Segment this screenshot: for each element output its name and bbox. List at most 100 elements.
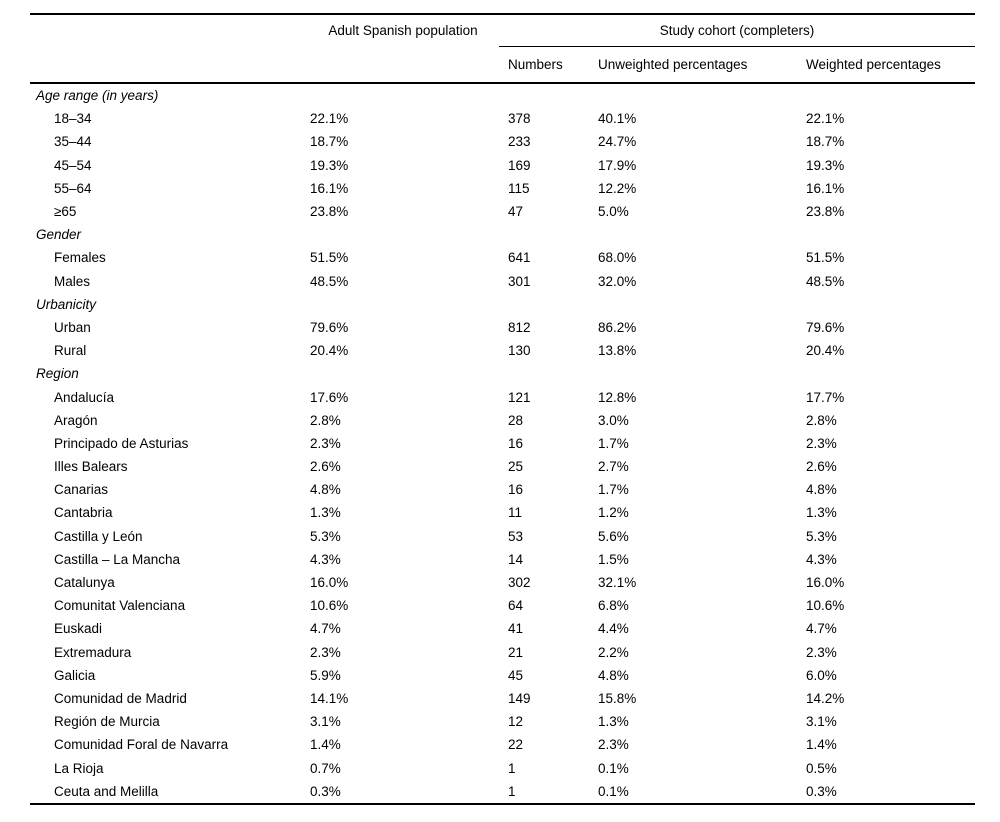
unweighted-value: 0.1% <box>598 783 629 799</box>
row-label: Aragón <box>54 412 98 428</box>
demographics-table: Adult Spanish population Study cohort (c… <box>30 13 976 805</box>
numbers-value: 64 <box>508 598 524 614</box>
table-row: Cantabria 1.3% 11 1.2% 1.3% <box>30 501 975 524</box>
col-header-unweighted-percentages: Unweighted percentages <box>598 46 802 84</box>
empty-header-cell <box>307 46 499 84</box>
population-value: 16.1% <box>310 180 349 196</box>
unweighted-value: 13.8% <box>598 343 637 359</box>
numbers-value: 233 <box>508 134 531 150</box>
numbers-value: 12 <box>508 714 524 730</box>
col-header-weighted-percentages: Weighted percentages <box>802 46 976 84</box>
numbers-value: 47 <box>508 204 524 220</box>
table-row: ≥65 23.8% 47 5.0% 23.8% <box>30 200 975 223</box>
table-row: Urban 79.6% 812 86.2% 79.6% <box>30 316 975 339</box>
numbers-value: 53 <box>508 528 524 544</box>
population-value: 1.4% <box>310 737 341 753</box>
empty-header-cell <box>30 14 307 47</box>
weighted-value: 2.3% <box>806 435 837 451</box>
numbers-value: 16 <box>508 435 524 451</box>
numbers-value: 115 <box>508 180 530 196</box>
weighted-value: 48.5% <box>806 273 845 289</box>
numbers-value: 22 <box>508 737 524 753</box>
weighted-value: 20.4% <box>806 343 845 359</box>
row-label: Andalucía <box>54 389 115 405</box>
row-label: Rural <box>54 343 87 359</box>
row-label: Catalunya <box>54 575 115 591</box>
unweighted-value: 3.0% <box>598 412 629 428</box>
table-body: Age range (in years) 18–34 22.1% 378 40.… <box>30 83 975 804</box>
unweighted-value: 0.1% <box>598 760 629 776</box>
section-title: Gender <box>36 227 82 243</box>
row-label: Comunidad de Madrid <box>54 690 187 706</box>
row-label: 35–44 <box>54 134 92 150</box>
section-title: Region <box>36 366 79 382</box>
weighted-value: 0.3% <box>806 783 837 799</box>
table-row: Comunitat Valenciana 10.6% 64 6.8% 10.6% <box>30 594 975 617</box>
table-row: 35–44 18.7% 233 24.7% 18.7% <box>30 130 975 153</box>
table-row: Castilla – La Mancha 4.3% 14 1.5% 4.3% <box>30 548 975 571</box>
row-label: Comunitat Valenciana <box>54 598 186 614</box>
numbers-value: 169 <box>508 157 531 173</box>
table-row: 18–34 22.1% 378 40.1% 22.1% <box>30 107 975 130</box>
numbers-value: 41 <box>508 621 524 637</box>
population-value: 17.6% <box>310 389 349 405</box>
weighted-value: 16.1% <box>806 180 845 196</box>
numbers-value: 641 <box>508 250 531 266</box>
numbers-value: 378 <box>508 111 531 127</box>
weighted-value: 1.3% <box>806 505 837 521</box>
weighted-value: 2.6% <box>806 459 837 475</box>
population-value: 20.4% <box>310 343 349 359</box>
unweighted-value: 6.8% <box>598 598 629 614</box>
unweighted-value: 4.8% <box>598 667 629 683</box>
population-value: 2.8% <box>310 412 341 428</box>
population-value: 23.8% <box>310 204 349 220</box>
unweighted-value: 2.7% <box>598 459 629 475</box>
row-label: Cantabria <box>54 505 113 521</box>
weighted-value: 5.3% <box>806 528 837 544</box>
table-row: Rural 20.4% 130 13.8% 20.4% <box>30 339 975 362</box>
population-value: 0.3% <box>310 783 341 799</box>
unweighted-value: 32.0% <box>598 273 637 289</box>
row-label: Ceuta and Melilla <box>54 783 159 799</box>
population-value: 5.9% <box>310 667 341 683</box>
numbers-value: 16 <box>508 482 524 498</box>
weighted-value: 16.0% <box>806 575 845 591</box>
row-label: Urban <box>54 319 91 335</box>
weighted-value: 51.5% <box>806 250 845 266</box>
section-header-row: Gender <box>30 223 975 246</box>
numbers-value: 28 <box>508 412 524 428</box>
col-header-adult-spanish-population: Adult Spanish population <box>328 23 478 39</box>
numbers-value: 812 <box>508 319 531 335</box>
population-value: 2.3% <box>310 435 341 451</box>
numbers-value: 14 <box>508 551 524 567</box>
weighted-value: 10.6% <box>806 598 845 614</box>
table-row: 45–54 19.3% 169 17.9% 19.3% <box>30 154 975 177</box>
unweighted-value: 1.7% <box>598 482 629 498</box>
population-value: 2.6% <box>310 459 341 475</box>
table-row: Catalunya 16.0% 302 32.1% 16.0% <box>30 571 975 594</box>
unweighted-value: 1.7% <box>598 435 629 451</box>
weighted-value: 79.6% <box>806 319 845 335</box>
population-value: 79.6% <box>310 319 349 335</box>
numbers-value: 149 <box>508 690 531 706</box>
unweighted-value: 1.3% <box>598 714 629 730</box>
unweighted-value: 2.3% <box>598 737 629 753</box>
unweighted-value: 4.4% <box>598 621 629 637</box>
table-row: Comunidad de Madrid 14.1% 149 15.8% 14.2… <box>30 687 975 710</box>
population-value: 16.0% <box>310 575 349 591</box>
weighted-value: 3.1% <box>806 714 837 730</box>
section-header-row: Urbanicity <box>30 293 975 316</box>
table-row: Extremadura 2.3% 21 2.2% 2.3% <box>30 641 975 664</box>
group-header-row: Adult Spanish population Study cohort (c… <box>30 14 976 47</box>
table-row: 55–64 16.1% 115 12.2% 16.1% <box>30 177 975 200</box>
unweighted-value: 24.7% <box>598 134 637 150</box>
row-label: 18–34 <box>54 111 92 127</box>
numbers-value: 121 <box>508 389 531 405</box>
row-label: 55–64 <box>54 180 92 196</box>
weighted-value: 4.3% <box>806 551 837 567</box>
table-row: Illes Balears 2.6% 25 2.7% 2.6% <box>30 455 975 478</box>
weighted-value: 18.7% <box>806 134 845 150</box>
weighted-value: 23.8% <box>806 204 845 220</box>
population-value: 10.6% <box>310 598 349 614</box>
